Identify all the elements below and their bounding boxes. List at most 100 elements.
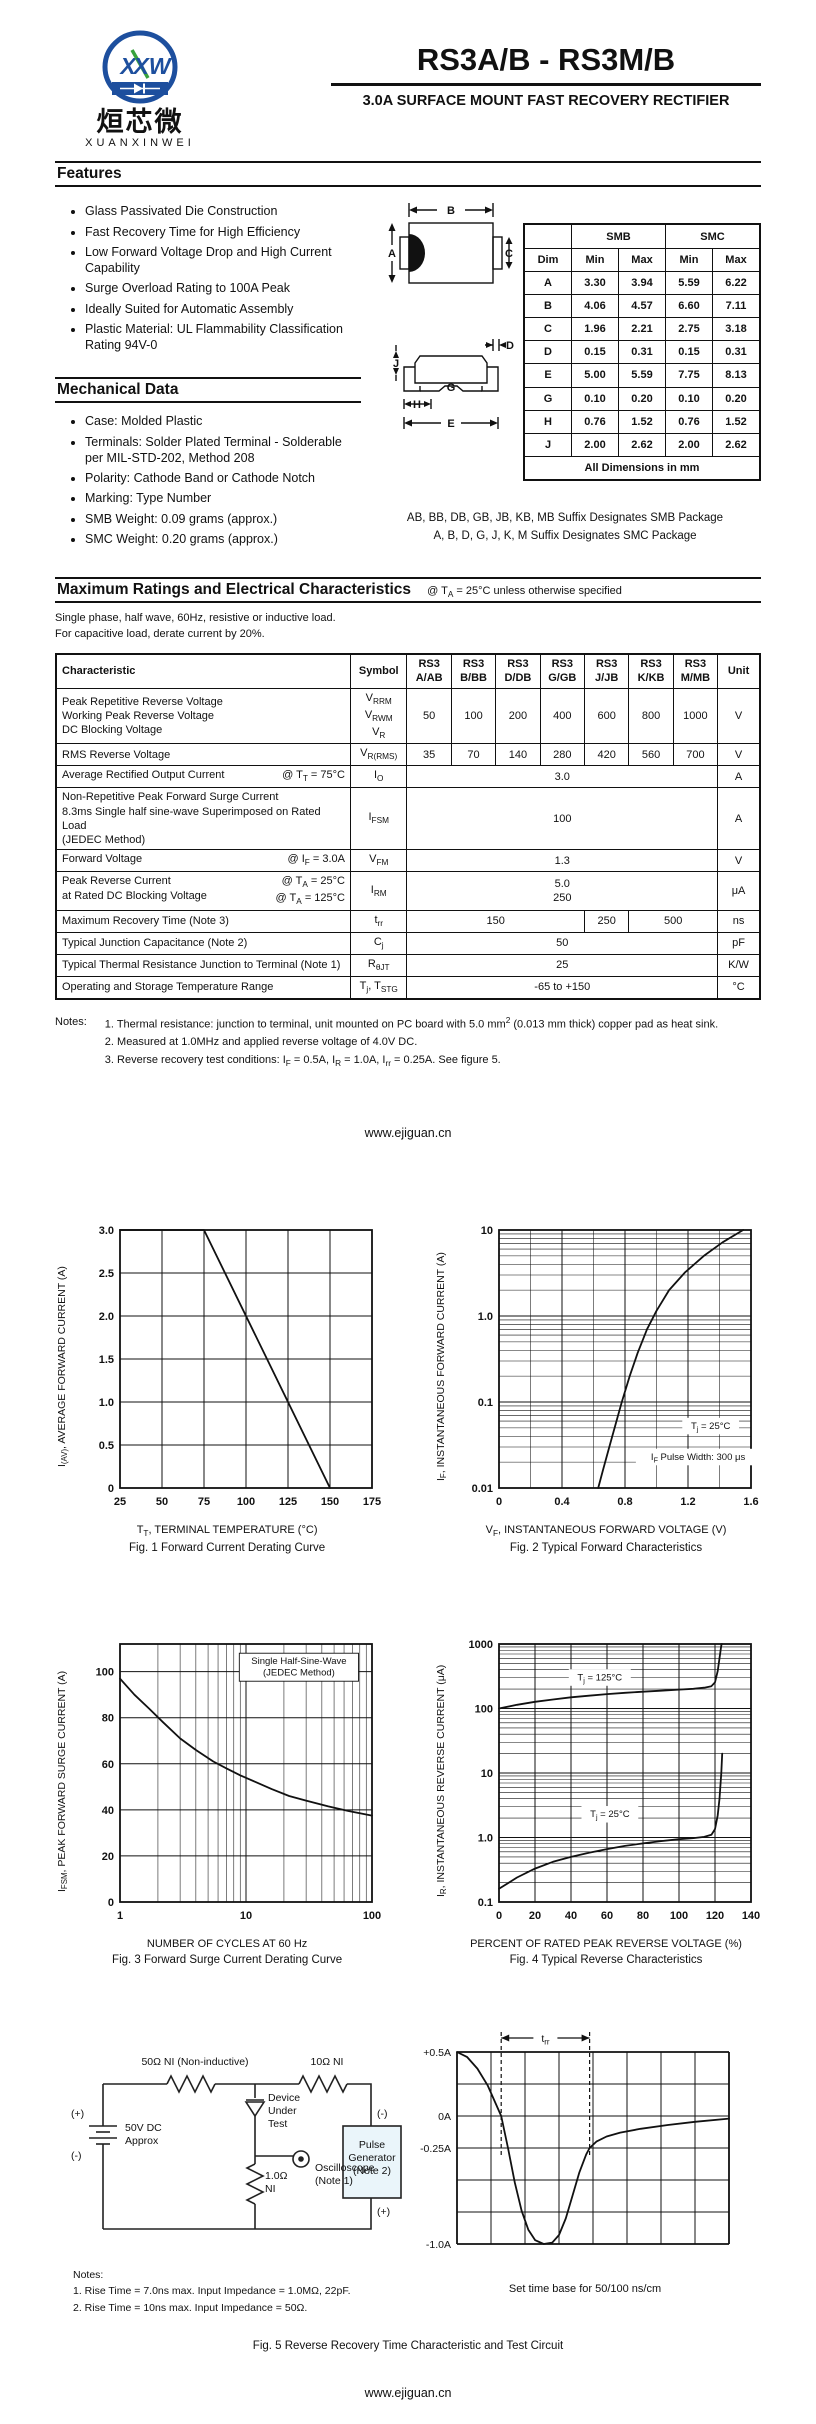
- figure-4-caption: Fig. 4 Typical Reverse Characteristics: [509, 1954, 703, 1967]
- dims-row: D 0.15 0.31 0.15 0.31: [523, 340, 761, 365]
- figures-row-2: IFSM, PEAK FORWARD SURGE CURRENT (A) 1 10…: [55, 1632, 761, 1966]
- unit-cell: °C: [717, 975, 761, 1000]
- dims-cell: 6.60: [665, 293, 713, 319]
- note-item: 1. Thermal resistance: junction to termi…: [104, 1015, 719, 1031]
- figure-3-xlabel: NUMBER OF CYCLES AT 60 Hz: [146, 1938, 308, 1951]
- figures-row-1: I(AV), AVERAGE FORWARD CURRENT (A) 25 50 7…: [55, 1218, 761, 1554]
- characteristic-cell: Typical Junction Capacitance (Note 2): [55, 932, 351, 955]
- svg-text:75: 75: [198, 1496, 210, 1508]
- dim-letter-a: A: [388, 248, 396, 260]
- dims-cell: 0.20: [712, 386, 761, 411]
- symbol-cell: VRRM VRWM VR: [349, 687, 408, 745]
- svg-text:0: 0: [496, 1910, 502, 1922]
- load-conditions: Single phase, half wave, 60Hz, resistive…: [55, 612, 336, 641]
- right-column: B A C J D H G E SMB SMC Dim Min Max Min Max A 3.…: [369, 193, 761, 551]
- battery-plus-label: (+): [71, 2108, 85, 2121]
- svg-text:-1.0A: -1.0A: [426, 2239, 451, 2251]
- suffix-note-smc: A, B, D, G, J, K, M Suffix Designates SM…: [433, 529, 697, 542]
- value-cell: 250: [583, 910, 630, 934]
- svg-text:2.0: 2.0: [99, 1311, 114, 1323]
- figure-5-caption: Fig. 5 Reverse Recovery Time Characteris…: [252, 2340, 564, 2353]
- svg-text:0.1: 0.1: [478, 1397, 493, 1409]
- diode-icon: [244, 2099, 266, 2118]
- svg-text:125: 125: [279, 1496, 297, 1508]
- dims-cell: 0.31: [712, 340, 761, 365]
- pulse-gen-minus-label: (-): [377, 2108, 388, 2121]
- svg-text:0A: 0A: [438, 2111, 451, 2123]
- mechanical-item: Polarity: Cathode Band or Cathode Notch: [85, 470, 361, 486]
- svg-text:50: 50: [156, 1496, 168, 1508]
- dims-cell: 0.31: [618, 340, 666, 365]
- dims-cell: 0.10: [665, 386, 713, 411]
- svg-text:1.6: 1.6: [743, 1496, 758, 1508]
- characteristic-cell: Typical Thermal Resistance Junction to T…: [55, 954, 351, 977]
- figure-3-ylabel: IFSM, PEAK FORWARD SURGE CURRENT (A): [56, 1670, 70, 1892]
- dimensions-table: SMB SMC Dim Min Max Min Max A 3.30 3.94 5.59 6.22 B 4…: [523, 223, 761, 482]
- symbol-cell: IFSM: [349, 787, 408, 851]
- website-link[interactable]: www.ejiguan.cn: [364, 1126, 452, 1141]
- logo-chinese-name: 烜芯微: [96, 107, 184, 137]
- value-cell: 50: [406, 687, 452, 745]
- svg-text:175: 175: [363, 1496, 381, 1508]
- unit-cell: V: [717, 743, 761, 767]
- ratings-row: Peak Reverse Current at Rated DC Blocking…: [55, 871, 761, 912]
- note-item: 2. Rise Time = 10ns max. Input Impedance…: [73, 2301, 308, 2314]
- value-cell: 420: [583, 743, 630, 767]
- resistor-1ohm-label: 1.0Ω NI: [265, 2170, 288, 2196]
- dim-letter-e: E: [447, 418, 454, 430]
- suffix-notes: AB, BB, DB, GB, JB, KB, MB Suffix Design…: [369, 510, 761, 545]
- ratings-header: RS3 K/KB: [628, 653, 674, 689]
- unit-cell: K/W: [717, 954, 761, 977]
- value-cell: 1.3: [406, 849, 719, 873]
- dims-cell: 0.76: [571, 409, 619, 434]
- suffix-note-smb: AB, BB, DB, GB, JB, KB, MB Suffix Design…: [406, 512, 724, 525]
- svg-text:150: 150: [321, 1496, 339, 1508]
- ratings-header: Symbol: [349, 653, 408, 689]
- characteristic-cell: Average Rectified Output Current @ TT = 7…: [55, 765, 351, 789]
- dims-cell: 3.18: [712, 317, 761, 342]
- dim-letter-g: G: [447, 382, 456, 394]
- dims-row: C 1.96 2.21 2.75 3.18: [523, 317, 761, 342]
- ratings-row: Operating and Storage Temperature Range T…: [55, 975, 761, 1000]
- svg-text:1.5: 1.5: [99, 1354, 114, 1366]
- svg-text:(JEDEC Method): (JEDEC Method): [263, 1668, 335, 1679]
- unit-cell: A: [717, 765, 761, 789]
- value-cell: 280: [539, 743, 585, 767]
- unit-cell: ns: [717, 910, 761, 934]
- dims-cell: E: [523, 363, 572, 388]
- figure-3-chart: 1 10 100 0 20 40 60 80 100 Single Half-Sine-Wave(…: [96, 1643, 381, 1922]
- dims-cell: 0.76: [665, 409, 713, 434]
- website-link-footer[interactable]: www.ejiguan.cn: [364, 2386, 452, 2401]
- figure-4-chart: 0 20 40 60 80 100 120 140 0.1 1.0 10 100 1000 Tj = 12…: [469, 1639, 761, 1922]
- ratings-row: RMS Reverse Voltage VR(RMS) 35 70 140 280 420 5…: [55, 743, 761, 767]
- dims-cell: Max: [618, 247, 666, 272]
- dims-cell: Min: [571, 247, 619, 272]
- features-list: Glass Passivated Die Construction Fast Re…: [55, 203, 361, 353]
- unit-cell: V: [717, 849, 761, 873]
- title-block: RS3A/B - RS3M/B 3.0A SURFACE MOUNT FAST …: [331, 30, 761, 109]
- svg-text:Tj = 25°C: Tj = 25°C: [590, 1809, 630, 1822]
- value-cell: 200: [495, 687, 541, 745]
- value-cell: 3.0: [406, 765, 719, 789]
- ratings-header: RS3 B/BB: [450, 653, 497, 689]
- dims-cell: SMB: [571, 223, 666, 249]
- value-cell: 100: [450, 687, 497, 745]
- pulse-generator-label: Pulse Generator (Note 2): [348, 2139, 396, 2178]
- upper-columns: Glass Passivated Die Construction Fast Re…: [55, 193, 761, 551]
- value-cell: 35: [406, 743, 452, 767]
- ratings-notes: Notes: 1. Thermal resistance: junction t…: [55, 1014, 761, 1070]
- figure-2-xlabel: VF, INSTANTANEOUS FORWARD VOLTAGE (V): [485, 1524, 727, 1539]
- dims-cell: SMC: [665, 223, 761, 249]
- dims-cell: 1.52: [618, 409, 666, 434]
- company-logo: X XW 烜芯微 XUANXINWEI: [55, 30, 225, 149]
- unit-cell: A: [717, 787, 761, 851]
- svg-text:1.0: 1.0: [99, 1397, 114, 1409]
- logo-latin-name: XUANXINWEI: [85, 137, 195, 150]
- ratings-header: RS3 G/GB: [539, 653, 585, 689]
- dims-cell: 0.15: [665, 340, 713, 365]
- unit-cell: μA: [717, 871, 761, 912]
- logo-monogram-x: X: [118, 53, 137, 79]
- svg-text:Tj = 125°C: Tj = 125°C: [577, 1673, 622, 1686]
- ratings-header: Characteristic: [55, 653, 351, 689]
- dims-cell: 4.57: [618, 293, 666, 319]
